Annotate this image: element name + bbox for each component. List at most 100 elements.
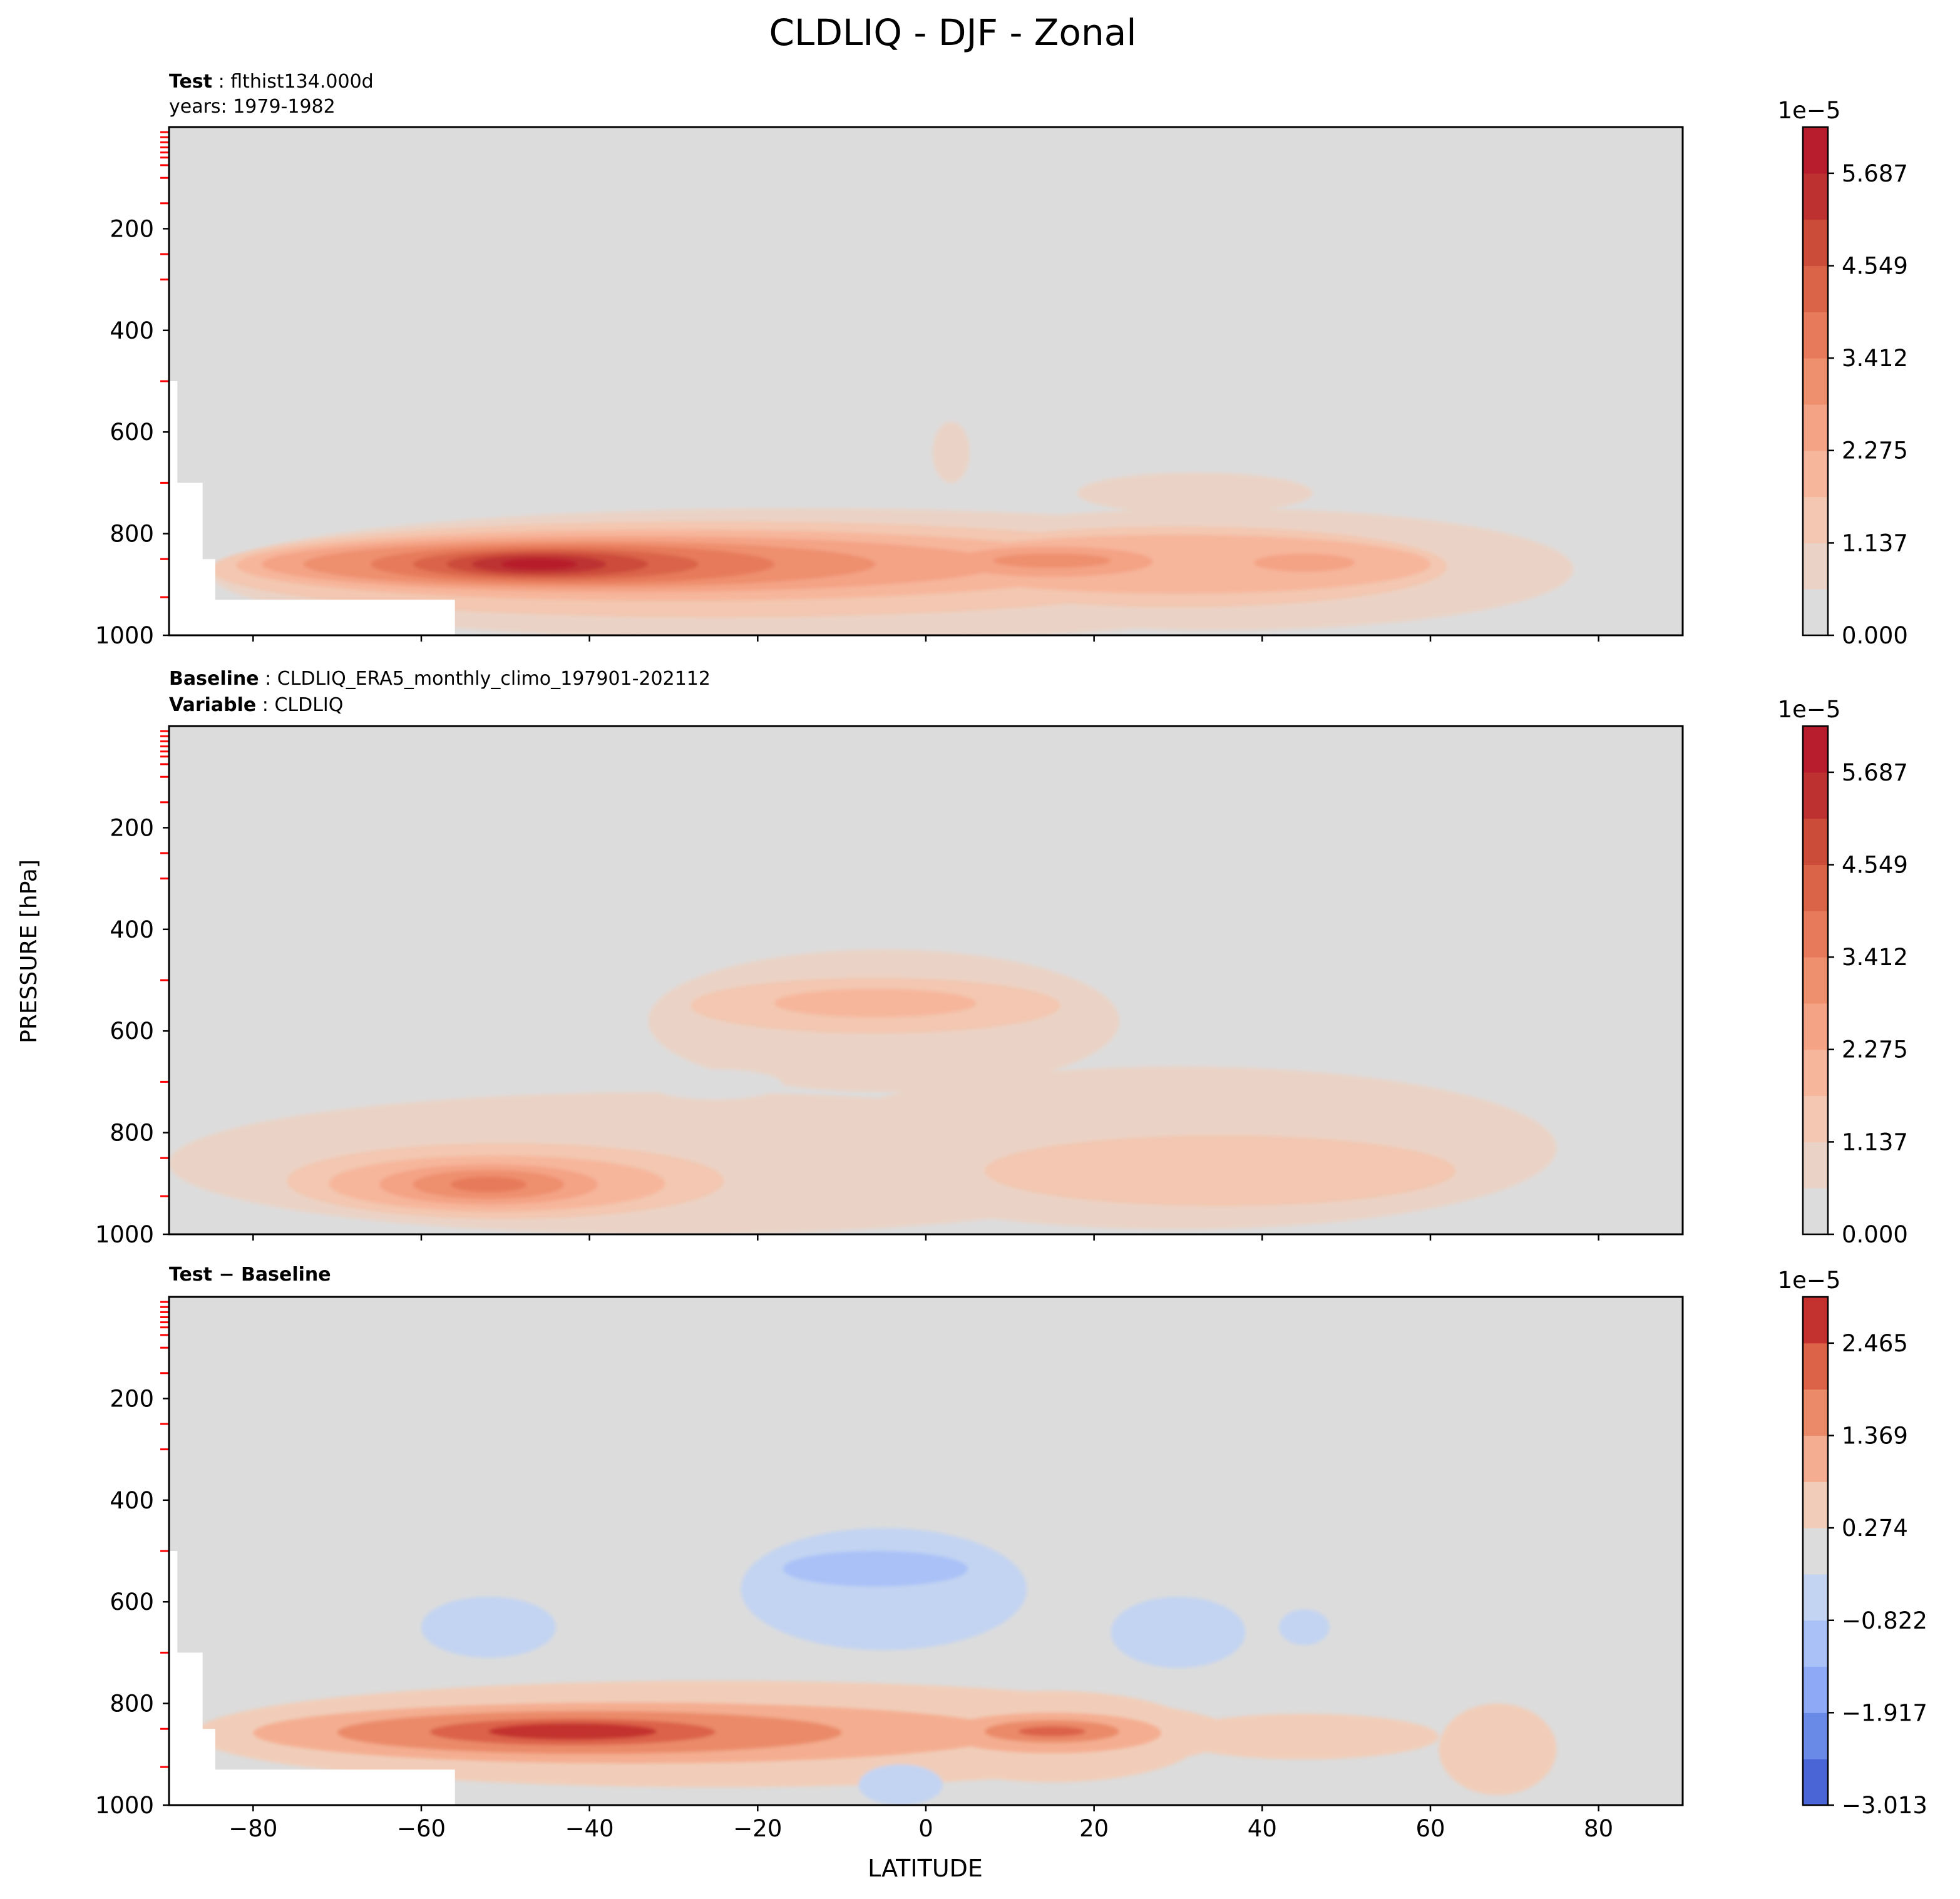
- colorbar-tick-label: 4.549: [1842, 253, 1908, 280]
- y-tick-label: 800: [110, 521, 154, 548]
- contour-band-positive-5: [488, 1723, 657, 1740]
- colorbar-tick-label: 3.412: [1842, 944, 1908, 971]
- y-tick-label: 600: [110, 419, 154, 446]
- colorbar-segment: [1803, 1482, 1828, 1528]
- y-tick-label: 200: [110, 215, 154, 242]
- colorbar-segment: [1803, 404, 1828, 451]
- panel-3-contour-plot: 200 400 600 800 1000 −80 −60 −40 −20 0 20 40 60 80: [95, 1296, 1684, 1842]
- colorbar-segment: [1803, 1712, 1828, 1759]
- colorbar-segment: [1803, 1759, 1828, 1806]
- contour-band-negative-1: [1279, 1609, 1330, 1646]
- missing-data-mask: [169, 1551, 455, 1805]
- colorbar-frame: [1802, 1296, 1829, 1806]
- colorbar-segment: [1803, 1620, 1828, 1667]
- colorbar-segment: [1803, 1343, 1828, 1390]
- colorbar-segment: [1803, 543, 1828, 590]
- y-tick-label: 1000: [95, 1221, 154, 1248]
- contour-fields: [194, 1528, 1557, 1805]
- contour-band-level-10: [501, 558, 577, 570]
- x-axis-label: LATITUDE: [868, 1855, 983, 1882]
- contour-band-positive-4: [1018, 1726, 1086, 1737]
- colorbar-tick-label: −1.917: [1842, 1699, 1927, 1726]
- colorbar-segment: [1803, 173, 1828, 220]
- colorbar-frame: [1802, 725, 1829, 1236]
- x-tick-label: −20: [733, 1815, 782, 1842]
- contour-band-level-3: [774, 988, 977, 1018]
- panel-2-colorbar: 1e−5 5.687 4.549 3.412 2.275 1.137 0.000: [1778, 696, 1908, 1248]
- figure-title: CLDLIQ - DJF - Zonal: [769, 11, 1137, 54]
- colorbar-multiplier: 1e−5: [1778, 1267, 1841, 1294]
- panel-2-variable-sep: :: [256, 694, 274, 716]
- colorbar-tick-label: 2.465: [1842, 1330, 1908, 1357]
- panel-1-header: Test : flthist134.000d years: 1979-1982: [169, 71, 374, 118]
- colorbar-segment: [1803, 312, 1828, 359]
- colorbar-tick-label: 2.275: [1842, 1037, 1908, 1063]
- colorbar-segment: [1803, 589, 1828, 636]
- y-tick-label: 800: [110, 1691, 154, 1717]
- colorbar-segment: [1803, 864, 1828, 911]
- contour-band-level-0: [648, 1069, 783, 1100]
- colorbar-segment: [1803, 1389, 1828, 1436]
- colorbar-segment: [1803, 1435, 1828, 1482]
- contour-band-level-2: [985, 1135, 1456, 1207]
- y-tick-label: 1000: [95, 622, 154, 649]
- y-tick-label: 600: [110, 1018, 154, 1045]
- panel-2-variable-text: CLDLIQ: [274, 694, 343, 716]
- panel-1-header-text: flthist134.000d: [230, 71, 374, 93]
- contour-band-level-1: [1077, 473, 1313, 514]
- contour-band-negative-1: [858, 1764, 943, 1805]
- contour-band-negative-1: [1111, 1597, 1246, 1668]
- colorbar-segment: [1803, 1095, 1828, 1142]
- panel-2-header-text: CLDLIQ_ERA5_monthly_climo_197901-202112: [277, 668, 711, 690]
- y-tick-label: 400: [110, 916, 154, 943]
- panel-1-header-bold: Test: [169, 71, 212, 93]
- panel-2-contour-plot: 200 400 600 800 1000: [95, 725, 1684, 1248]
- panel-1-colorbar: 1e−5 5.687 4.549 3.412 2.275 1.137 0.000: [1778, 97, 1908, 649]
- x-tick-label: 60: [1415, 1815, 1445, 1842]
- y-tick-label: 400: [110, 1487, 154, 1514]
- svg-text:Test : flthist134.000d: Test : flthist134.000d: [169, 71, 374, 93]
- colorbar-segment: [1803, 1049, 1828, 1097]
- x-tick-label: −40: [565, 1815, 614, 1842]
- colorbar-segment: [1803, 358, 1828, 405]
- colorbar-segment: [1803, 219, 1828, 266]
- x-tick-label: −80: [228, 1815, 277, 1842]
- colorbar-tick-label: 1.137: [1842, 530, 1908, 556]
- contour-band-level-4: [1253, 553, 1355, 572]
- contour-band-level-5: [993, 553, 1111, 568]
- panel-3-header: Test − Baseline: [169, 1264, 331, 1286]
- colorbar-tick-label: 0.000: [1842, 1221, 1908, 1248]
- colorbar-segment: [1803, 1528, 1828, 1575]
- panel-1-header-sep: :: [212, 71, 230, 93]
- colorbar-segment: [1803, 1666, 1828, 1713]
- colorbar-segment: [1803, 450, 1828, 498]
- colorbar-segment: [1803, 1142, 1828, 1189]
- colorbar-tick-label: 0.274: [1842, 1515, 1908, 1542]
- colorbar-tick-label: 4.549: [1842, 852, 1908, 879]
- panel-2-variable-bold: Variable: [169, 694, 256, 716]
- y-tick-label: 1000: [95, 1792, 154, 1819]
- y-tick-label: 200: [110, 814, 154, 841]
- y-tick-label: 800: [110, 1120, 154, 1147]
- panel-1-years: years: 1979-1982: [169, 96, 336, 118]
- colorbar-segment: [1803, 726, 1828, 773]
- contour-band-positive-1: [1169, 1713, 1439, 1759]
- y-axis-label: PRESSURE [hPa]: [16, 859, 42, 1043]
- contour-band-negative-2: [782, 1551, 968, 1587]
- colorbar-segment: [1803, 818, 1828, 865]
- x-tick-label: 0: [918, 1815, 933, 1842]
- colorbar-segment: [1803, 911, 1828, 958]
- panel-1-contour-plot: 200 400 600 800 1000: [95, 126, 1684, 649]
- y-tick-label: 400: [110, 317, 154, 344]
- colorbar-segment: [1803, 1574, 1828, 1621]
- colorbar-tick-label: 5.687: [1842, 160, 1908, 187]
- contour-fields: [211, 421, 1574, 635]
- colorbar-segment: [1803, 265, 1828, 312]
- panel-2-header-bold: Baseline: [169, 668, 259, 690]
- colorbar-segment: [1803, 1297, 1828, 1344]
- colorbar-segment: [1803, 772, 1828, 819]
- svg-text:Baseline : CLDLIQ_ERA5_monthly: Baseline : CLDLIQ_ERA5_monthly_climo_197…: [169, 668, 711, 690]
- y-tick-label: 200: [110, 1385, 154, 1412]
- colorbar-segment: [1803, 1003, 1828, 1050]
